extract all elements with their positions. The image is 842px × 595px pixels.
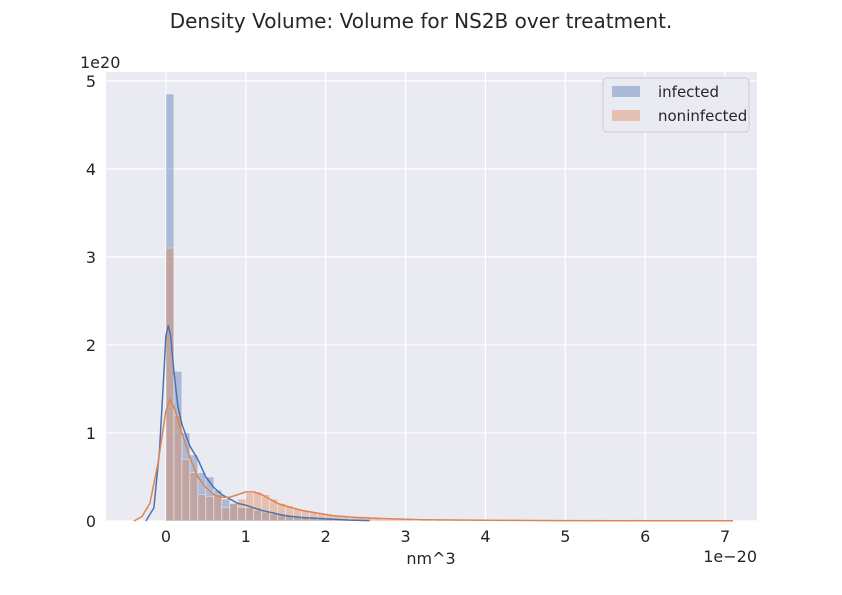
legend: infected noninfected (602, 77, 750, 133)
bar-noninfected (213, 494, 223, 522)
legend-label-infected: infected (658, 83, 719, 101)
bar-noninfected (229, 503, 239, 522)
x-tick-label: 4 (480, 527, 490, 546)
y-tick-label: 0 (86, 512, 96, 531)
x-tick-label: 1 (241, 527, 251, 546)
bar-noninfected (237, 498, 247, 522)
bar-noninfected (381, 518, 390, 522)
legend-swatch-infected (612, 86, 640, 97)
x-tick-label: 5 (560, 527, 570, 546)
y-offset-label: 1e20 (80, 53, 120, 72)
kde-line-noninfected (133, 397, 734, 522)
legend-box (602, 77, 750, 133)
bar-noninfected (253, 491, 263, 522)
tick-labels: 0 1 2 3 4 5 6 7 0 1 2 3 4 5 (86, 72, 730, 546)
x-tick-label: 3 (400, 527, 410, 546)
y-tick-label: 2 (86, 336, 96, 355)
plot-area (106, 72, 757, 521)
x-tick-label: 7 (720, 527, 730, 546)
bar-noninfected (317, 513, 326, 522)
x-tick-label: 0 (161, 527, 171, 546)
legend-label-noninfected: noninfected (658, 107, 747, 125)
bar-noninfected (165, 247, 175, 522)
bar-noninfected (221, 507, 231, 522)
bar-noninfected (205, 496, 215, 522)
chart-title: Density Volume: Volume for NS2B over tre… (170, 9, 673, 33)
bar-noninfected (181, 459, 191, 522)
kde-line-infected (145, 325, 370, 522)
x-offset-label: 1e−20 (703, 547, 757, 566)
legend-swatch-noninfected (612, 110, 640, 121)
x-tick-label: 6 (640, 527, 650, 546)
bar-noninfected (197, 494, 207, 522)
bar-noninfected (189, 472, 199, 522)
y-tick-label: 4 (86, 160, 96, 179)
kde-curves (133, 325, 734, 522)
x-axis-label: nm^3 (406, 549, 455, 568)
x-tick-label: 2 (321, 527, 331, 546)
y-tick-label: 3 (86, 248, 96, 267)
y-tick-label: 5 (86, 72, 96, 91)
y-tick-label: 1 (86, 424, 96, 443)
